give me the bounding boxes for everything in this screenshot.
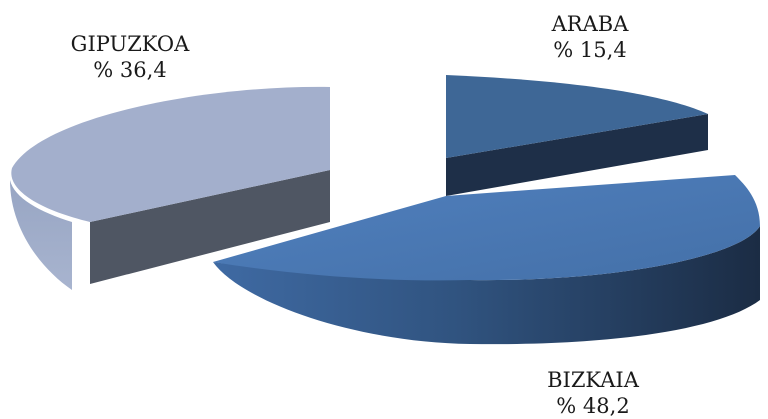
slice-bizkaia-top	[213, 175, 760, 281]
label-bizkaia: BIZKAIA % 48,2	[538, 367, 648, 419]
label-bizkaia-name: BIZKAIA	[547, 368, 639, 392]
label-bizkaia-value: % 48,2	[556, 394, 630, 418]
slice-gipuzkoa	[10, 86, 331, 290]
slice-araba-top	[446, 75, 708, 158]
label-gipuzkoa-name: GIPUZKOA	[70, 32, 190, 56]
slice-gipuzkoa-top	[11, 86, 331, 222]
label-gipuzkoa-value: % 36,4	[93, 58, 167, 82]
slice-bizkaia-wall	[213, 226, 760, 345]
slice-gipuzkoa-wall	[10, 180, 72, 290]
label-gipuzkoa: GIPUZKOA % 36,4	[60, 31, 200, 83]
label-araba-name: ARABA	[551, 12, 629, 36]
label-araba: ARABA % 15,4	[540, 11, 640, 63]
slice-araba-wall	[446, 114, 708, 196]
slice-araba	[446, 75, 708, 196]
label-araba-value: % 15,4	[553, 38, 627, 62]
slice-bizkaia	[213, 175, 760, 345]
slice-gipuzkoa-cut-face	[90, 170, 330, 284]
